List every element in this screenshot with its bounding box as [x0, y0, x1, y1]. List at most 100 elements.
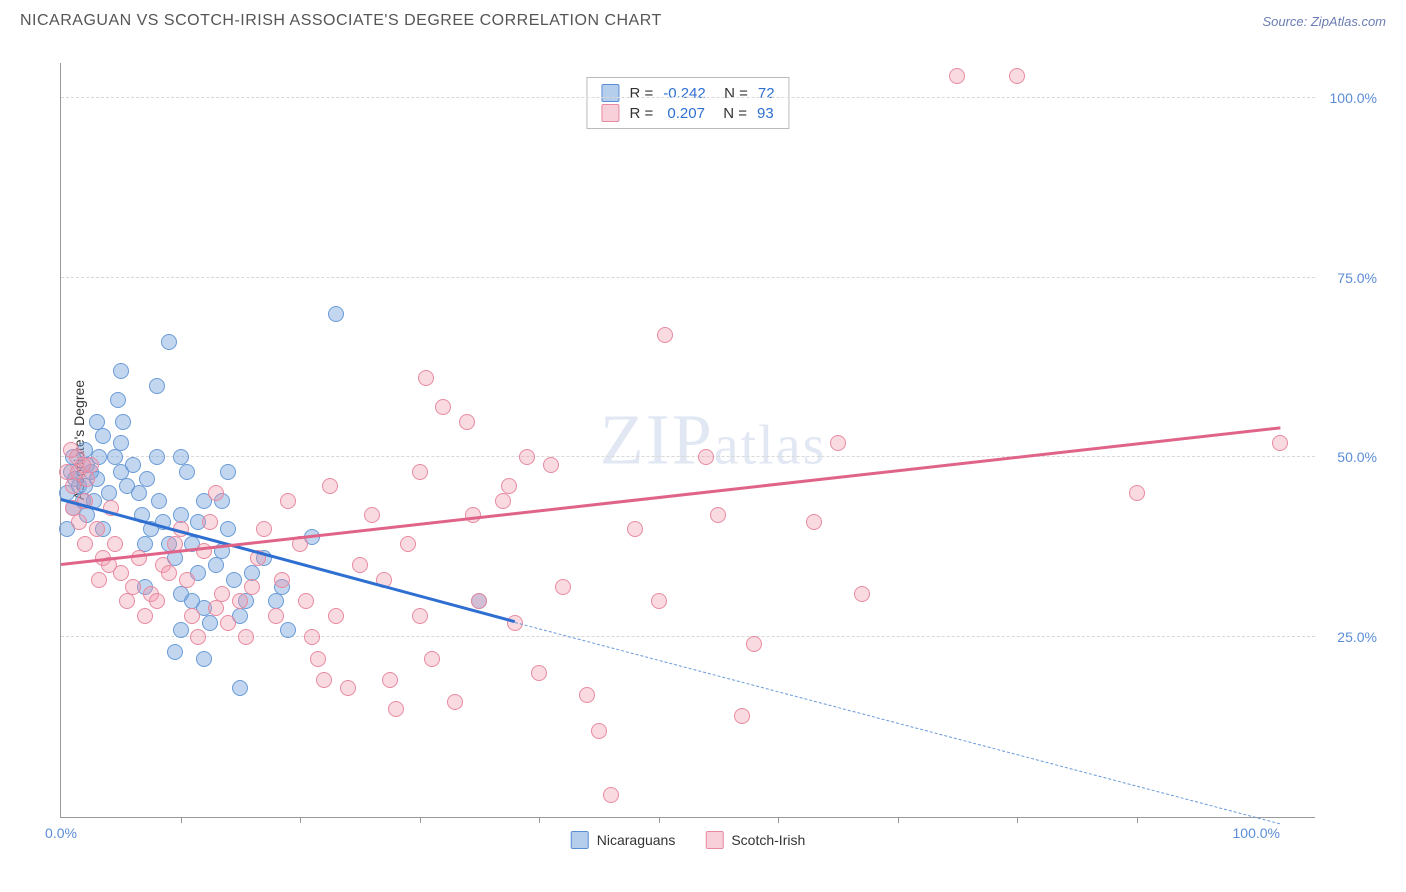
data-point [139, 471, 155, 487]
data-point [110, 392, 126, 408]
data-point [531, 665, 547, 681]
x-tick-mark [181, 817, 182, 823]
data-point [63, 442, 79, 458]
data-point [298, 593, 314, 609]
data-point [173, 622, 189, 638]
data-point [603, 787, 619, 803]
data-point [352, 557, 368, 573]
data-point [734, 708, 750, 724]
y-tick-label: 50.0% [1337, 449, 1377, 465]
x-tick-label: 0.0% [45, 825, 77, 841]
data-point [459, 414, 475, 430]
data-point [949, 68, 965, 84]
data-point [202, 514, 218, 530]
data-point [220, 615, 236, 631]
data-point [137, 608, 153, 624]
data-point [543, 457, 559, 473]
data-point [113, 565, 129, 581]
source-label: Source: ZipAtlas.com [1262, 14, 1386, 29]
data-point [179, 464, 195, 480]
data-point [627, 521, 643, 537]
n-value-pink: 93 [757, 105, 774, 122]
data-point [806, 514, 822, 530]
data-point [161, 334, 177, 350]
data-point [280, 493, 296, 509]
data-point [107, 536, 123, 552]
data-point [77, 536, 93, 552]
y-tick-label: 25.0% [1337, 629, 1377, 645]
chart-title: NICARAGUAN VS SCOTCH-IRISH ASSOCIATE'S D… [20, 12, 662, 30]
data-point [226, 572, 242, 588]
data-point [447, 694, 463, 710]
data-point [190, 629, 206, 645]
data-point [196, 651, 212, 667]
data-point [151, 493, 167, 509]
data-point [1129, 485, 1145, 501]
x-tick-mark [1137, 817, 1138, 823]
r-label: R = [629, 105, 653, 122]
x-tick-label: 100.0% [1232, 825, 1279, 841]
data-point [412, 608, 428, 624]
x-tick-mark [539, 817, 540, 823]
data-point [579, 687, 595, 703]
n-label: N = [716, 85, 748, 102]
data-point [184, 608, 200, 624]
n-value-blue: 72 [758, 85, 775, 102]
x-tick-mark [300, 817, 301, 823]
data-point [149, 378, 165, 394]
data-point [400, 536, 416, 552]
data-point [495, 493, 511, 509]
data-point [465, 507, 481, 523]
data-point [328, 306, 344, 322]
legend-item-blue: Nicaraguans [571, 831, 676, 849]
data-point [382, 672, 398, 688]
data-point [651, 593, 667, 609]
data-point [131, 550, 147, 566]
data-point [322, 478, 338, 494]
data-point [202, 615, 218, 631]
data-point [220, 464, 236, 480]
data-point [304, 629, 320, 645]
data-point [412, 464, 428, 480]
legend-item-pink: Scotch-Irish [705, 831, 805, 849]
legend-label-pink: Scotch-Irish [731, 832, 805, 848]
data-point [113, 363, 129, 379]
data-point [119, 593, 135, 609]
x-tick-mark [420, 817, 421, 823]
data-point [208, 485, 224, 501]
data-point [657, 327, 673, 343]
data-point [830, 435, 846, 451]
data-point [268, 608, 284, 624]
gridline [61, 97, 1315, 98]
data-point [71, 514, 87, 530]
data-point [125, 579, 141, 595]
data-point [167, 644, 183, 660]
data-point [238, 629, 254, 645]
x-tick-mark [659, 817, 660, 823]
x-tick-mark [1017, 817, 1018, 823]
gridline [61, 277, 1315, 278]
data-point [435, 399, 451, 415]
data-point [274, 572, 290, 588]
data-point [555, 579, 571, 595]
stat-legend: R = -0.242 N = 72 R = 0.207 N = 93 [586, 77, 789, 129]
stat-row-blue: R = -0.242 N = 72 [601, 84, 774, 102]
gridline [61, 456, 1315, 457]
data-point [256, 521, 272, 537]
r-value-pink: 0.207 [663, 105, 705, 122]
y-tick-label: 75.0% [1337, 270, 1377, 286]
data-point [471, 593, 487, 609]
data-point [208, 557, 224, 573]
data-point [208, 600, 224, 616]
data-point [710, 507, 726, 523]
data-point [89, 521, 105, 537]
data-point [424, 651, 440, 667]
data-point [179, 572, 195, 588]
data-point [746, 636, 762, 652]
bottom-legend: Nicaraguans Scotch-Irish [571, 831, 806, 849]
r-label: R = [629, 85, 653, 102]
data-point [220, 521, 236, 537]
data-point [89, 414, 105, 430]
swatch-blue-icon [571, 831, 589, 849]
watermark: ZIPatlas [600, 399, 827, 482]
